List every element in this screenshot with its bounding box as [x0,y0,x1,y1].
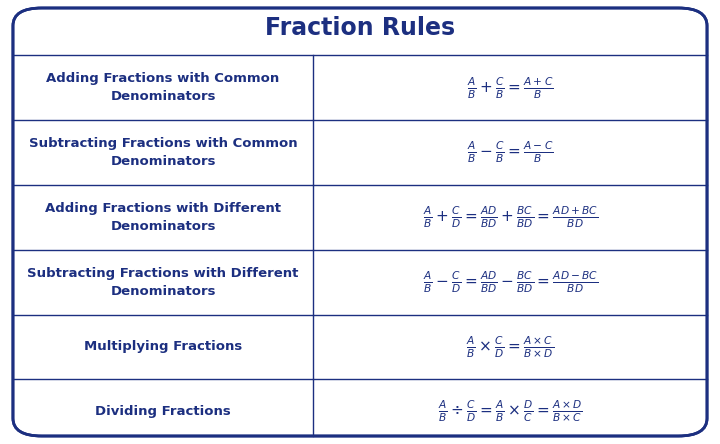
Text: Dividing Fractions: Dividing Fractions [95,405,231,418]
Text: $\frac{A}{B} \div \frac{C}{D} = \frac{A}{B} \times \frac{D}{C} = \frac{A \times : $\frac{A}{B} \div \frac{C}{D} = \frac{A}… [438,399,582,424]
FancyBboxPatch shape [13,8,707,436]
Text: $\frac{A}{B} - \frac{C}{B} = \frac{A-C}{B}$: $\frac{A}{B} - \frac{C}{B} = \frac{A-C}{… [467,140,554,166]
Text: $\frac{A}{B} + \frac{C}{B} = \frac{A+C}{B}$: $\frac{A}{B} + \frac{C}{B} = \frac{A+C}{… [467,75,554,101]
Text: $\frac{A}{B} - \frac{C}{D} = \frac{AD}{BD} - \frac{BC}{BD} = \frac{AD-BC}{BD}$: $\frac{A}{B} - \frac{C}{D} = \frac{AD}{B… [423,270,598,295]
Text: $\frac{A}{B} \times \frac{C}{D} = \frac{A \times C}{B \times D}$: $\frac{A}{B} \times \frac{C}{D} = \frac{… [466,334,554,360]
Text: Multiplying Fractions: Multiplying Fractions [84,341,242,353]
Text: $\frac{A}{B} + \frac{C}{D} = \frac{AD}{BD} + \frac{BC}{BD} = \frac{AD+BC}{BD}$: $\frac{A}{B} + \frac{C}{D} = \frac{AD}{B… [423,205,598,230]
Text: Fraction Rules: Fraction Rules [265,16,455,40]
Text: Adding Fractions with Common
Denominators: Adding Fractions with Common Denominator… [47,72,279,103]
Text: Subtracting Fractions with Different
Denominators: Subtracting Fractions with Different Den… [27,267,299,297]
Text: Subtracting Fractions with Common
Denominators: Subtracting Fractions with Common Denomi… [29,137,297,168]
Text: Adding Fractions with Different
Denominators: Adding Fractions with Different Denomina… [45,202,281,233]
